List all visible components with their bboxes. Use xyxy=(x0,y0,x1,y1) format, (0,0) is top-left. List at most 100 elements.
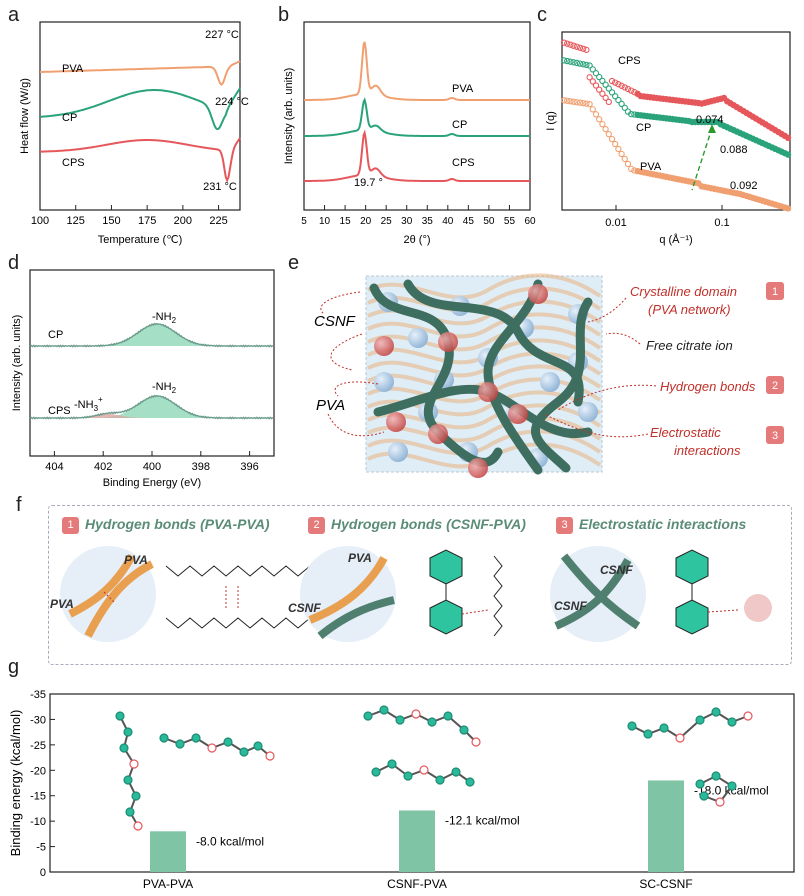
schematic-e-csnf-strand xyxy=(403,279,584,407)
panel-f-badge-1: 1 xyxy=(62,516,79,534)
chart-g-ytick--15: -15 xyxy=(30,791,46,803)
chart-c-legend-cps: CPS xyxy=(618,55,641,67)
chart-b-frame xyxy=(303,21,531,211)
chart-g-molecule-atom xyxy=(427,717,437,727)
panel-f-circle-2-label-a: PVA xyxy=(348,551,372,565)
schematic-e-label-pva-network: (PVA network) xyxy=(648,302,731,317)
schematic-e-crystalline-node xyxy=(438,332,458,352)
schematic-e-label-electrostatic: Electrostatic xyxy=(650,425,721,440)
chart-g-molecule-bonds-0 xyxy=(119,715,271,827)
chart-a-xtick-100: 100 xyxy=(31,215,49,227)
chart-c-point-1 xyxy=(602,81,609,88)
chart-b-series-pva xyxy=(304,41,530,101)
schematic-e-label-crystalline: Crystalline domain xyxy=(630,284,737,299)
chart-c-point-2 xyxy=(612,140,619,148)
schematic-e-citrate-sphere xyxy=(388,442,408,462)
chart-c-point-1 xyxy=(570,59,577,66)
chart-c-legend-pva: PVA xyxy=(640,161,662,173)
chart-g-molecule-atom xyxy=(379,705,389,715)
chart-g-bar-PVA-PVA xyxy=(150,831,186,872)
chart-b-series-cps xyxy=(304,129,530,182)
chart-d-series-cps xyxy=(29,394,274,420)
panel-f-title-1: 1 Hydrogen bonds (PVA-PVA) xyxy=(62,516,270,534)
chart-c-point-1 xyxy=(599,77,606,85)
chart-a-peak-cp: 224 °C xyxy=(215,96,249,108)
chart-g-molecule-atom xyxy=(239,747,249,757)
panel-f-circle-1-label-a: PVA xyxy=(124,553,148,567)
chart-b-legend-cp: CP xyxy=(452,119,467,131)
schematic-e-citrate-sphere xyxy=(374,372,394,392)
schematic-e-pva-strand xyxy=(367,286,602,313)
chart-c-point-2 xyxy=(599,121,606,128)
chart-d-xtick-398: 398 xyxy=(192,461,210,473)
schematic-e-network xyxy=(367,273,602,478)
chart-c-point-0 xyxy=(586,74,593,81)
chart-d-ylabel: Intensity (arb. units) xyxy=(11,315,23,412)
panel-f-title-1-text: Hydrogen bonds (PVA-PVA) xyxy=(85,516,270,532)
chart-g-molecule-atom xyxy=(175,739,185,749)
chart-c-xlabel: q (Å⁻¹) xyxy=(659,233,692,246)
chart-g-molecule-atom xyxy=(395,715,405,725)
chart-b-xtick-35: 35 xyxy=(422,216,434,227)
panel-f-title-3: 3 Electrostatic interactions xyxy=(556,516,746,534)
chart-g-molecule-atom xyxy=(459,725,469,735)
schematic-e-label-interactions: interactions xyxy=(674,443,741,458)
chart-c-peak-shift-line xyxy=(691,127,713,191)
chart-c-point-0 xyxy=(560,39,568,46)
chart-d-cp-peak xyxy=(83,324,229,346)
chart-g-bar-SC-CSNF xyxy=(648,780,684,872)
chart-b-xtick-40: 40 xyxy=(442,216,454,227)
chart-c-point-2 xyxy=(624,160,632,168)
schematic-e-badge-2-text: 2 xyxy=(772,380,778,392)
chart-a-series-pva xyxy=(40,60,241,87)
chart-g-molecule-atom xyxy=(191,733,201,743)
chart-d-xtick-402: 402 xyxy=(94,461,112,473)
chart-g-molecule-atom xyxy=(253,741,263,751)
chart-a: PVA CP CPS 227 °C 224 °C 231 °C 100 125 15… xyxy=(19,21,249,246)
panel-f-circle-3-label-a: CSNF xyxy=(600,563,633,577)
chart-d-cps-nh3-peak xyxy=(34,414,181,418)
panel-f-circle-1-label-b: PVA xyxy=(50,597,74,611)
panel-label-e: e xyxy=(288,252,300,274)
chart-b-legend-pva: PVA xyxy=(452,83,474,95)
chart-c-peak-arrow xyxy=(708,124,716,133)
chart-c-point-0 xyxy=(602,94,609,101)
chart-g-molecule-atom xyxy=(207,743,217,753)
chart-c-point-0 xyxy=(592,82,600,89)
panel-f-hbond-csnf-pva xyxy=(461,609,489,615)
chart-b-xtick-25: 25 xyxy=(381,216,393,227)
chart-d-legend-cps: CPS xyxy=(48,405,71,417)
panel-f-circle-3-label-b: CSNF xyxy=(554,599,587,613)
chart-d: CP CPS -NH2 -NH2 -NH3+ 404 402 400 398 396 B… xyxy=(11,269,275,489)
panel-f-pva-chain-b xyxy=(68,554,136,618)
panel-f-circle-2-label-b: CSNF xyxy=(288,601,321,615)
chart-b-xtick-10: 10 xyxy=(319,216,331,227)
schematic-e-csnf-strand xyxy=(483,279,543,475)
chart-g-value-label-0: -8.0 kcal/mol xyxy=(196,834,264,848)
chart-c-xtick-0.1: 0.1 xyxy=(714,217,729,229)
chart-c-point-1 xyxy=(573,59,580,67)
chart-g-ytick--5: -5 xyxy=(36,842,46,854)
chart-c-point-0 xyxy=(621,84,628,91)
panel-f-pva-backbone-side xyxy=(493,555,503,637)
chart-c-point-1 xyxy=(612,93,619,100)
chart-c-point-2 xyxy=(605,130,612,138)
chart-a-legend-cps: CPS xyxy=(62,157,85,169)
chart-c-point-0 xyxy=(615,81,622,88)
chart-b: PVA CP CPS 19.7 ° 5 10 15 20 25 30 35 40 45 50 55 6… xyxy=(283,21,536,246)
schematic-e-label-citrate: Free citrate ion xyxy=(646,338,733,353)
chart-c-point-2 xyxy=(583,100,590,107)
chart-c-point-0 xyxy=(576,44,584,51)
chart-b-xtick-5: 5 xyxy=(301,216,307,227)
chart-g-molecule-atom xyxy=(129,759,139,769)
chart-c-point-0 xyxy=(784,134,792,141)
chart-c-point-2 xyxy=(618,150,625,158)
schematic-e: CSNF PVA Crystalline domain (PVA network… xyxy=(314,273,784,478)
schematic-e-label-hbonds: Hydrogen bonds xyxy=(660,379,756,394)
chart-g-molecule-atom xyxy=(699,791,709,801)
schematic-e-badge-1-text: 1 xyxy=(772,286,778,298)
panel-f-pva-chain-c xyxy=(308,556,388,624)
panel-f-citrate-ion xyxy=(744,594,772,622)
chart-c-point-1 xyxy=(567,58,574,65)
chart-g-molecule-atom xyxy=(695,779,705,789)
